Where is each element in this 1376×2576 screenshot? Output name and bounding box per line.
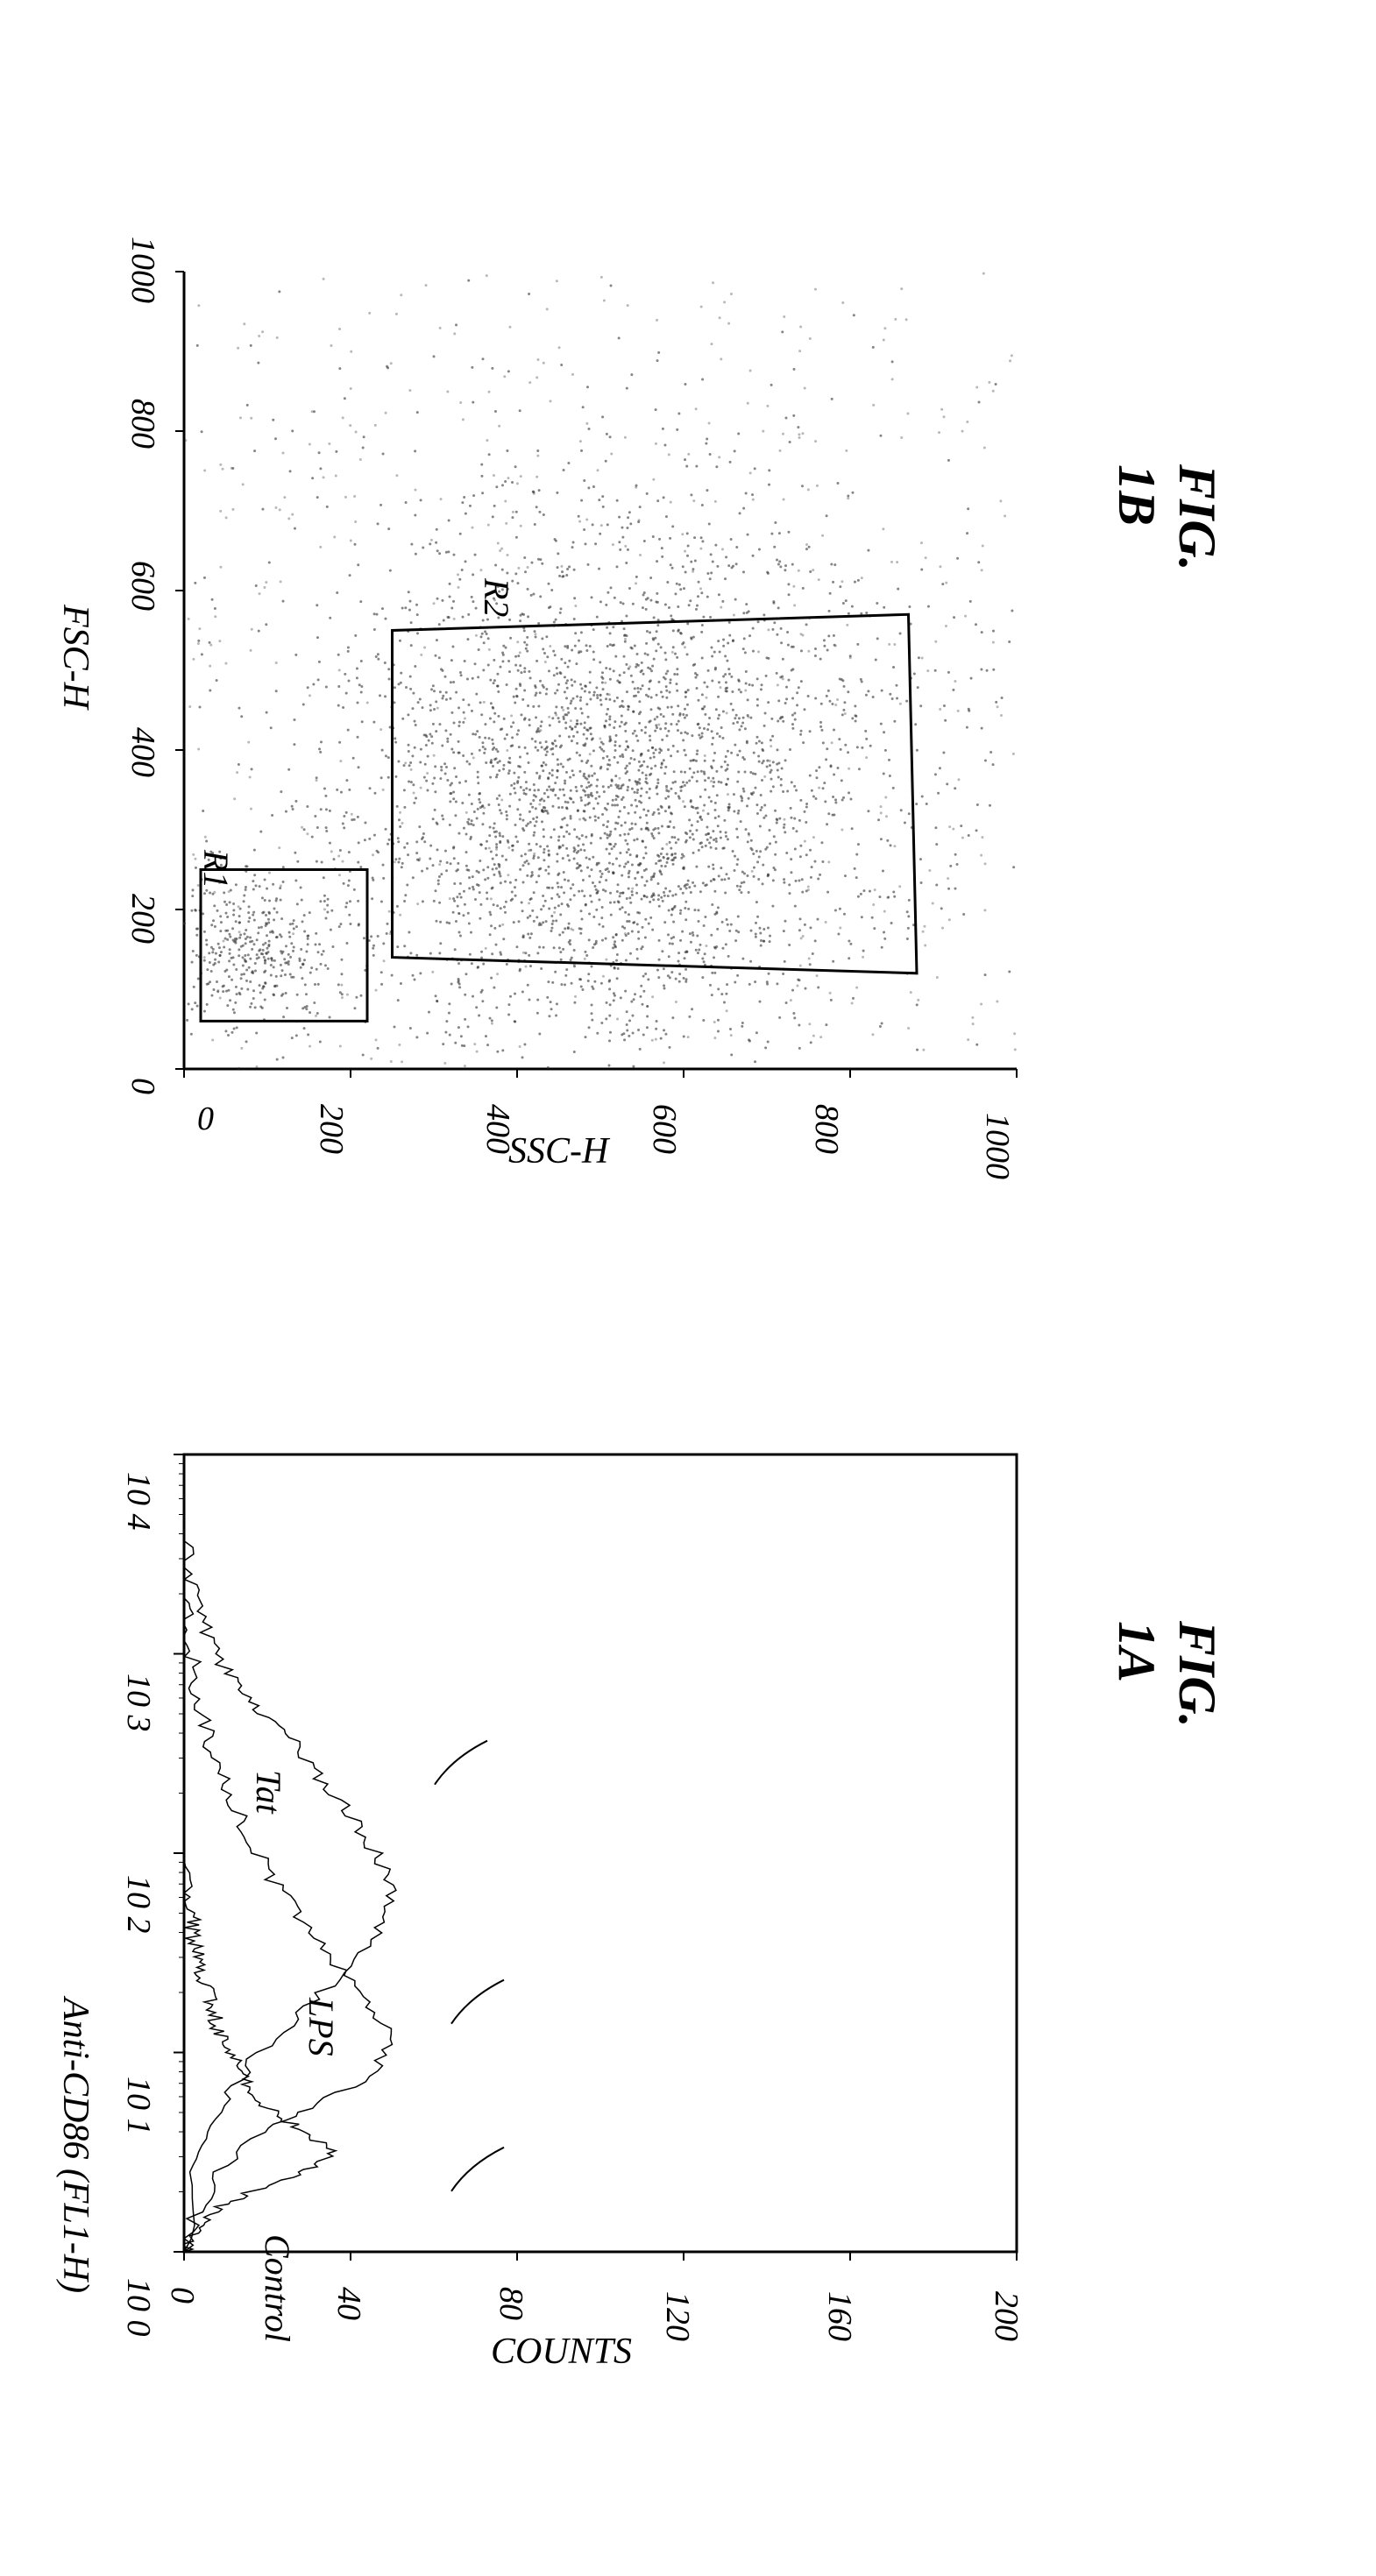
gate-r2-label: R2 bbox=[476, 578, 517, 617]
panel-fig-1b bbox=[167, 263, 1025, 1086]
fig-1b-xlabel: FSC-H bbox=[54, 605, 96, 709]
fig-1b-ytick-1000: 1000 bbox=[978, 1113, 1017, 1179]
fig-1a-ytick-160: 160 bbox=[820, 2291, 859, 2341]
fig-1a-xtick-0: 10 0 bbox=[119, 2278, 158, 2337]
scatter-plot-svg bbox=[167, 263, 1025, 1086]
fig-1b-ytick-400: 400 bbox=[479, 1104, 517, 1154]
fig-1a-xtick-3: 10 3 bbox=[119, 1674, 158, 1732]
fig-1a-ytick-200: 200 bbox=[987, 2291, 1025, 2341]
page: FIG. 1B FIG. 1A SSC-H FSC-H 0 200 400 60… bbox=[0, 0, 1376, 2576]
fig-1a-ytick-40: 40 bbox=[330, 2287, 368, 2320]
fig-1a-ylabel: COUNTS bbox=[491, 2331, 632, 2373]
panel-fig-1a bbox=[167, 1446, 1025, 2269]
fig-1a-xlabel: Anti-CD86 (FL1-H) bbox=[54, 1998, 96, 2293]
fig-1b-title: FIG. 1B bbox=[1106, 464, 1227, 613]
fig-1a-xtick-2: 10 2 bbox=[119, 1875, 158, 1934]
series-control-label: Control bbox=[257, 2234, 298, 2342]
fig-1b-xtick-0: 0 bbox=[124, 1078, 162, 1094]
fig-1b-ytick-0: 0 bbox=[197, 1100, 214, 1138]
fig-1b-xtick-1000: 1000 bbox=[124, 237, 162, 303]
series-lps-label: LPS bbox=[301, 1998, 342, 2056]
fig-1b-ytick-800: 800 bbox=[807, 1104, 846, 1154]
histogram-plot-svg bbox=[167, 1446, 1025, 2269]
fig-1b-xtick-200: 200 bbox=[124, 894, 162, 944]
fig-1a-xtick-4: 10 4 bbox=[119, 1472, 158, 1531]
fig-1a-ytick-120: 120 bbox=[658, 2291, 697, 2341]
fig-1a-xtick-1: 10 1 bbox=[119, 2077, 158, 2135]
series-tat-label: Tat bbox=[248, 1770, 289, 1814]
fig-1b-xtick-400: 400 bbox=[124, 727, 162, 777]
fig-1a-ytick-0: 0 bbox=[163, 2287, 202, 2304]
fig-1b-xtick-600: 600 bbox=[124, 561, 162, 611]
fig-1b-xtick-800: 800 bbox=[124, 399, 162, 449]
fig-1a-ytick-80: 80 bbox=[492, 2287, 530, 2320]
fig-1b-ytick-200: 200 bbox=[312, 1104, 351, 1154]
gate-r1-label: R1 bbox=[195, 850, 237, 888]
fig-1b-ylabel: SSC-H bbox=[508, 1130, 608, 1172]
fig-1a-title: FIG. 1A bbox=[1106, 1621, 1227, 1770]
fig-1b-ytick-600: 600 bbox=[645, 1104, 684, 1154]
